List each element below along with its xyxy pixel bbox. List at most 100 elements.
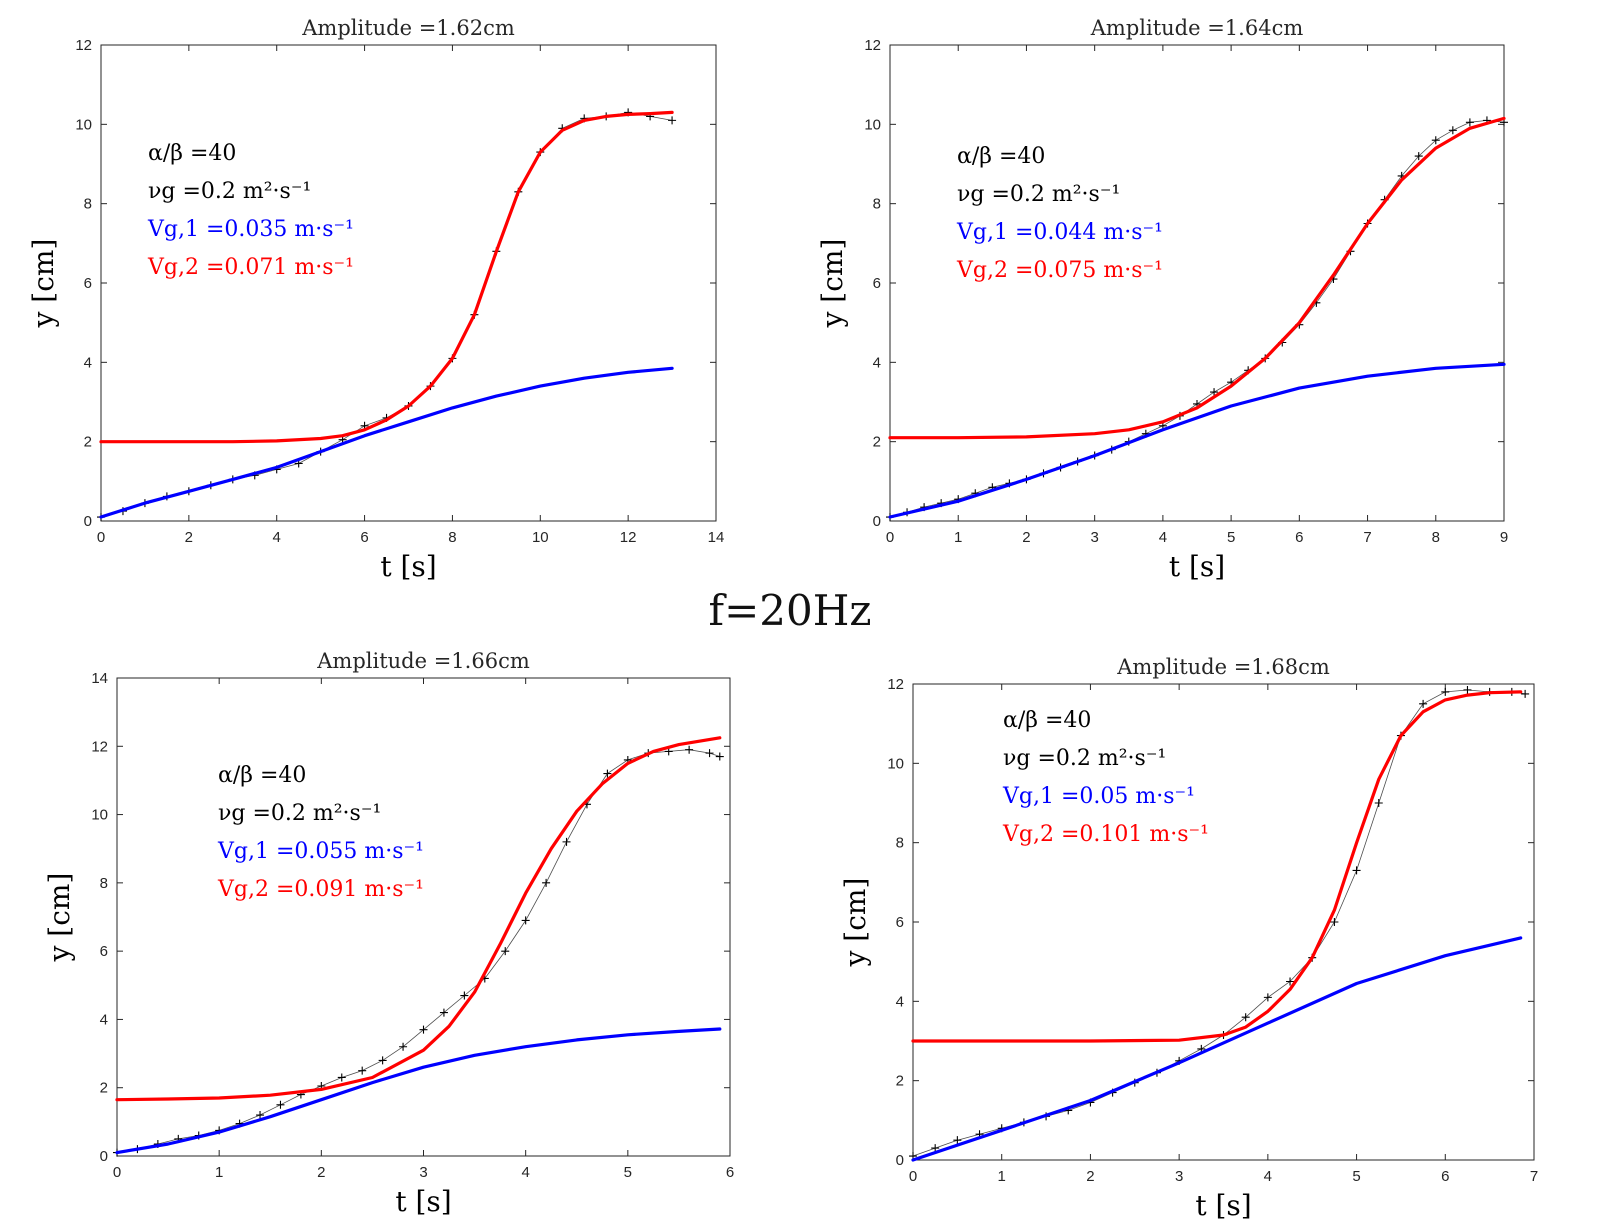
chart-panel-1: 0 2 4 6 8 10 12 14 0 2 4 6 8 10 12 Amplitude =1.62cm t […: [27, 16, 724, 583]
x-tick-label: 6: [1295, 529, 1303, 546]
annotation-text: Vg,2 =0.071 m·s⁻¹: [147, 255, 354, 280]
y-tick-label: 0: [100, 1148, 108, 1165]
x-tick-label: 1: [215, 1164, 223, 1181]
y-tick-label: 2: [873, 434, 881, 451]
y-tick-label: 6: [896, 914, 904, 931]
fit-line-2: [911, 690, 1523, 1043]
y-tick-label: 12: [91, 738, 108, 755]
x-tick-label: 2: [1086, 1168, 1094, 1185]
y-tick-label: 10: [75, 116, 92, 133]
y-tick-label: 14: [91, 670, 108, 687]
data-trace: [116, 749, 720, 1153]
chart-title: Amplitude =1.62cm: [301, 16, 515, 40]
x-tick-label: 6: [1441, 1168, 1449, 1185]
x-axis-label: t [s]: [1195, 1189, 1251, 1222]
x-tick-label: 6: [360, 529, 368, 546]
fit-line-1: [99, 366, 674, 519]
x-tick-label: 2: [1022, 529, 1030, 546]
y-tick-label: 10: [864, 116, 881, 133]
x-tick-label: 0: [97, 529, 105, 546]
x-tick-label: 1: [954, 529, 962, 546]
data-trace: [100, 111, 673, 518]
plot-area: [889, 44, 1505, 522]
x-tick-label: 5: [624, 1164, 632, 1181]
data-trace: [889, 119, 1505, 518]
y-tick-label: 6: [100, 943, 108, 960]
y-tick-label: 4: [84, 354, 92, 371]
x-tick-label: 7: [1530, 1168, 1538, 1185]
y-tick-label: 4: [896, 993, 904, 1010]
x-tick-label: 4: [521, 1164, 529, 1181]
x-tick-label: 4: [1159, 529, 1167, 546]
data-markers: [97, 108, 677, 522]
y-tick-label: 8: [873, 196, 881, 213]
annotation-text: α/β =40: [1003, 708, 1091, 733]
y-tick-label: 8: [896, 835, 904, 852]
annotation-text: νg =0.2 m²·s⁻¹: [957, 182, 1120, 207]
y-tick-label: 10: [887, 755, 904, 772]
y-tick-label: 4: [873, 354, 881, 371]
y-axis-label: y [cm]: [816, 239, 849, 329]
annotation-text: νg =0.2 m²·s⁻¹: [148, 179, 311, 204]
y-tick-label: 4: [100, 1011, 108, 1028]
x-tick-label: 8: [1432, 529, 1440, 546]
annotation-text: Vg,1 =0.05 m·s⁻¹: [1002, 784, 1195, 809]
annotation-text: Vg,1 =0.035 m·s⁻¹: [147, 217, 354, 242]
y-tick-label: 6: [84, 275, 92, 292]
fit-line-1: [888, 362, 1506, 519]
x-tick-label: 12: [620, 529, 637, 546]
x-axis-label: t [s]: [1169, 550, 1225, 583]
x-tick-label: 3: [1175, 1168, 1183, 1185]
x-tick-label: 1: [998, 1168, 1006, 1185]
annotation-text: νg =0.2 m²·s⁻¹: [218, 801, 381, 826]
x-tick-label: 10: [532, 529, 549, 546]
x-axis-label: t [s]: [380, 550, 436, 583]
y-tick-label: 0: [84, 513, 92, 530]
x-axis-label: t [s]: [395, 1185, 451, 1218]
y-tick-label: 2: [100, 1080, 108, 1097]
x-tick-label: 3: [419, 1164, 427, 1181]
data-point: [1521, 689, 1530, 698]
y-tick-label: 6: [873, 275, 881, 292]
data-markers: [886, 116, 1508, 522]
x-tick-label: 0: [909, 1168, 917, 1185]
data-markers: [113, 745, 724, 1157]
annotation-text: α/β =40: [218, 763, 306, 788]
y-tick-label: 10: [91, 807, 108, 824]
annotation-text: Vg,2 =0.091 m·s⁻¹: [217, 877, 424, 902]
x-tick-label: 4: [273, 529, 281, 546]
annotation-text: α/β =40: [957, 144, 1045, 169]
x-tick-label: 3: [1090, 529, 1098, 546]
x-tick-label: 0: [886, 529, 894, 546]
annotation-text: Vg,1 =0.044 m·s⁻¹: [956, 220, 1163, 245]
y-axis-label: y [cm]: [839, 878, 872, 968]
y-tick-label: 0: [896, 1152, 904, 1169]
x-tick-label: 5: [1352, 1168, 1360, 1185]
fit-line-2: [888, 116, 1506, 440]
x-tick-label: 8: [448, 529, 456, 546]
x-tick-label: 4: [1264, 1168, 1272, 1185]
annotation-text: Vg,2 =0.075 m·s⁻¹: [956, 258, 1163, 283]
x-tick-label: 2: [185, 529, 193, 546]
chart-title: Amplitude =1.68cm: [1116, 655, 1330, 679]
fit-line-1: [911, 936, 1523, 1162]
y-tick-label: 2: [896, 1073, 904, 1090]
annotation-text: α/β =40: [148, 141, 236, 166]
y-tick-label: 12: [864, 37, 881, 54]
y-tick-label: 2: [84, 434, 92, 451]
x-tick-label: 14: [708, 529, 725, 546]
y-tick-label: 0: [873, 513, 881, 530]
y-tick-label: 12: [75, 37, 92, 54]
x-tick-label: 5: [1227, 529, 1235, 546]
x-tick-label: 7: [1363, 529, 1371, 546]
x-tick-label: 2: [317, 1164, 325, 1181]
chart-title: Amplitude =1.66cm: [316, 649, 530, 673]
plot-area: [116, 677, 731, 1157]
y-axis-label: y [cm]: [43, 873, 76, 963]
annotation-text: νg =0.2 m²·s⁻¹: [1003, 746, 1166, 771]
chart-title: Amplitude =1.64cm: [1090, 16, 1304, 40]
